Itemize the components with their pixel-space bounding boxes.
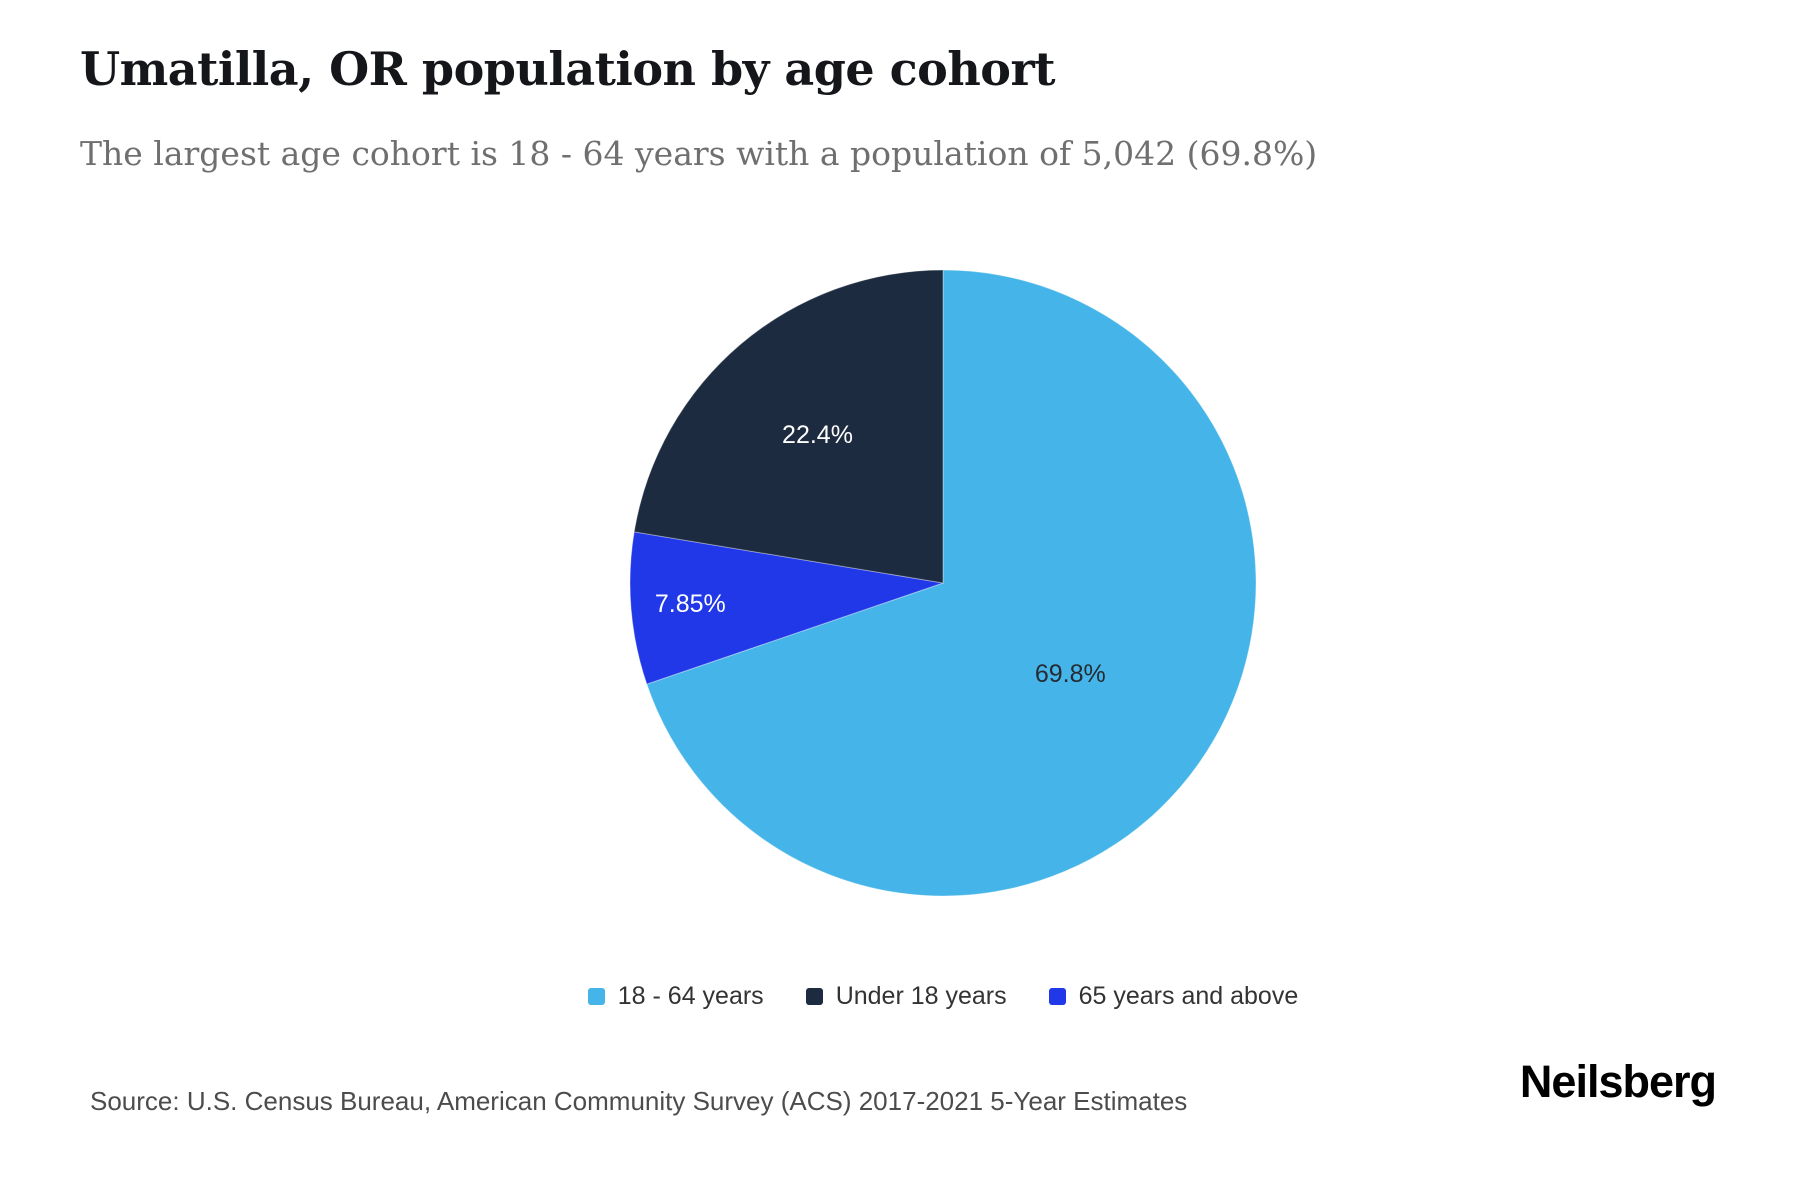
legend-swatch xyxy=(805,988,823,1005)
pie-slice-under-18-years xyxy=(633,269,944,584)
legend-item-18-64-years: 18 - 64 years xyxy=(587,982,764,1011)
legend-label: 65 years and above xyxy=(1078,982,1299,1010)
pie-slice-65-years-and-above xyxy=(629,531,944,685)
legend-swatch xyxy=(587,988,605,1005)
legend-label: 18 - 64 years xyxy=(617,982,764,1010)
slice-percentage-label: 69.8% xyxy=(1035,660,1106,688)
source-attribution: Source: U.S. Census Bureau, American Com… xyxy=(90,1086,1188,1116)
pie-slice-18-64-years xyxy=(646,269,1257,897)
legend-item-65-years-and-above: 65 years and above xyxy=(1048,982,1299,1011)
legend-swatch xyxy=(1048,988,1066,1005)
slice-percentage-label: 22.4% xyxy=(782,421,853,449)
chart-subtitle: The largest age cohort is 18 - 64 years … xyxy=(80,134,1318,173)
slice-percentage-label: 7.85% xyxy=(655,590,726,618)
chart-title: Umatilla, OR population by age cohort xyxy=(80,42,1055,96)
pie-chart: 69.8% 7.85% 22.4% xyxy=(628,268,1258,898)
legend-label: Under 18 years xyxy=(835,982,1007,1010)
legend-item-under-18-years: Under 18 years xyxy=(805,982,1007,1011)
chart-legend: 18 - 64 years Under 18 years 65 years and … xyxy=(43,982,1800,1011)
pie-chart-svg: 69.8% 7.85% 22.4% xyxy=(629,269,1257,897)
neilsberg-logo: Neilsberg xyxy=(1519,1056,1717,1107)
